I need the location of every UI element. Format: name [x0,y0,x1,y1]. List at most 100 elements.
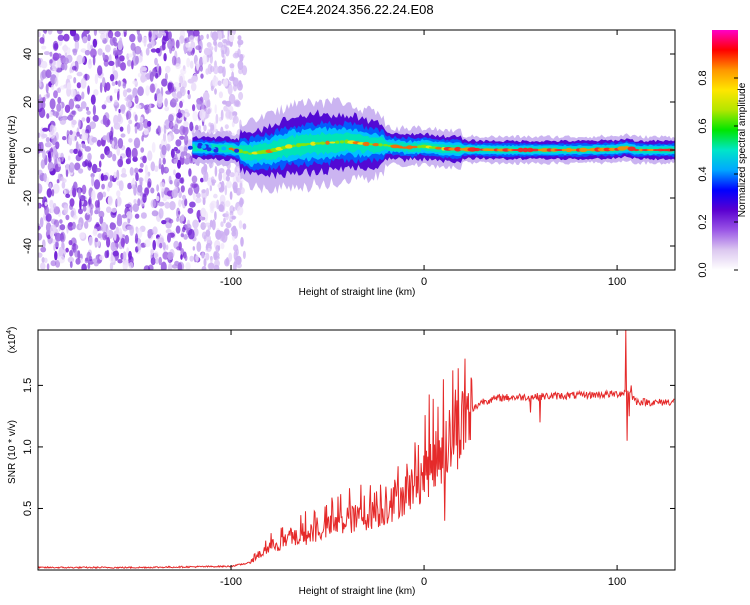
noise-speckle [113,171,117,179]
noise-speckle [240,198,245,206]
ridge-peak [339,140,345,144]
noise-speckle [152,68,156,77]
noise-speckle [87,41,91,51]
noise-speckle [218,168,225,174]
noise-speckle [56,179,60,184]
noise-speckle [149,103,152,110]
noise-speckle [94,73,99,85]
noise-speckle [102,77,106,88]
noise-speckle [154,57,158,66]
noise-speckle [92,258,98,263]
noise-speckle [73,77,77,84]
noise-speckle [122,251,127,261]
noise-speckle [96,240,101,247]
noise-speckle [107,30,114,39]
noise-speckle [136,122,144,131]
noise-speckle [124,203,131,209]
noise-speckle [167,233,171,243]
noise-speckle [137,184,143,193]
spectrogram-y-tick-label: 20 [22,96,34,108]
noise-speckle [51,189,55,197]
noise-speckle [186,30,193,35]
noise-speckle [110,241,116,252]
noise-speckle [120,62,126,71]
noise-speckle [68,98,75,110]
noise-speckle [90,173,95,178]
noise-speckle [98,210,105,219]
spectrogram-x-label: Height of straight line (km) [299,287,416,298]
noise-speckle [43,51,50,56]
noise-speckle [189,60,194,69]
noise-speckle [38,183,43,194]
noise-speckle [78,143,81,150]
noise-speckle [209,219,213,228]
noise-speckle [118,180,124,192]
noise-speckle [183,134,189,146]
ridge-peak [473,147,481,152]
noise-speckle [113,114,119,126]
noise-speckle [236,255,241,264]
noise-speckle [55,260,61,268]
noise-speckle [62,57,69,65]
noise-speckle [49,148,53,153]
noise-speckle [137,198,141,207]
noise-speckle [111,140,115,149]
noise-speckle [38,132,41,138]
spectrogram-y-label: Frequency (Hz) [7,116,18,185]
noise-speckle [228,252,233,262]
noise-speckle [131,147,138,159]
snr-multiplier-exp: 4 [6,330,13,334]
spectrogram-x-tick-label: 100 [608,276,626,288]
noise-speckle [89,203,94,210]
ridge-peak [608,147,616,151]
noise-speckle [202,91,210,102]
noise-speckle [59,224,66,231]
noise-speckle [213,39,217,46]
ridge-peak [646,148,656,152]
noise-speckle [58,255,66,264]
noise-speckle [225,210,230,221]
noise-speckle [72,214,78,220]
noise-speckle [54,77,59,87]
noise-speckle [145,47,150,56]
noise-speckle [232,77,239,87]
noise-speckle [102,191,107,198]
noise-speckle [121,167,127,175]
noise-speckle [128,119,133,125]
noise-speckle [233,250,238,261]
noise-speckle [75,104,81,109]
noise-speckle [236,82,243,91]
noise-speckle [185,42,191,48]
noise-speckle [41,133,48,138]
noise-speckle [161,144,167,156]
noise-speckle [117,259,123,264]
noise-speckle [180,151,185,159]
noise-speckle [115,57,119,68]
colorbar-tick-label: 0.8 [697,70,709,85]
noise-speckle [217,31,223,41]
noise-speckle [92,114,99,122]
noise-speckle [120,133,126,138]
noise-speckle [57,158,62,168]
noise-speckle [100,32,106,41]
noise-speckle [44,201,48,207]
noise-speckle [176,207,181,219]
noise-speckle [135,172,139,182]
noise-speckle [90,48,97,58]
noise-speckle [217,80,222,86]
noise-speckle [231,230,236,237]
noise-speckle [231,111,238,117]
noise-speckle [75,258,81,265]
noise-speckle [81,184,87,195]
noise-speckle [143,128,149,136]
noise-speckle [223,105,228,112]
noise-speckle [38,233,43,241]
noise-speckle [164,72,168,81]
noise-speckle [235,172,238,177]
noise-speckle [132,80,138,85]
noise-speckle [140,212,147,219]
noise-speckle [63,189,67,196]
noise-speckle [86,206,90,216]
noise-speckle [192,73,198,83]
noise-speckle [134,126,138,134]
